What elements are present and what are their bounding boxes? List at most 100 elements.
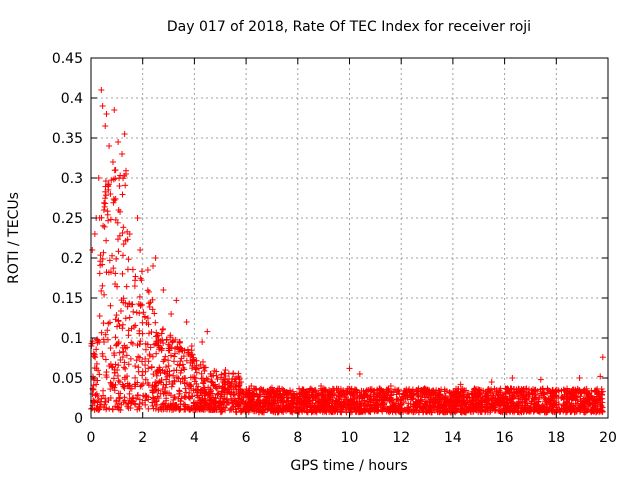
data-point (111, 107, 118, 113)
data-point (320, 392, 327, 399)
data-point (215, 383, 222, 390)
data-point (378, 407, 385, 414)
data-point (202, 390, 209, 397)
data-point (117, 172, 124, 179)
data-point (173, 297, 180, 304)
data-point (429, 387, 436, 394)
data-point (111, 387, 118, 394)
data-point (102, 200, 109, 207)
data-point (250, 386, 257, 393)
data-point (556, 406, 563, 413)
data-point (332, 403, 339, 410)
data-point (431, 398, 438, 405)
data-point (436, 398, 443, 405)
data-point (215, 390, 222, 397)
data-point (436, 391, 443, 398)
data-point (174, 344, 181, 351)
data-point (564, 388, 571, 395)
data-point (134, 379, 141, 386)
data-point (124, 266, 131, 273)
data-point (270, 401, 277, 408)
data-point (468, 408, 475, 415)
data-point (175, 348, 182, 355)
data-point (469, 394, 476, 401)
data-point (161, 369, 168, 376)
data-point (581, 386, 588, 393)
data-point (123, 352, 130, 359)
data-point (547, 390, 554, 397)
data-point (176, 338, 183, 345)
data-point (89, 390, 96, 397)
data-point (463, 387, 470, 394)
data-point (566, 396, 573, 403)
data-point (318, 383, 325, 389)
data-point (208, 387, 215, 394)
data-point (177, 358, 184, 365)
data-point (237, 379, 244, 385)
data-point (117, 208, 124, 215)
data-point (120, 295, 127, 302)
data-point (579, 404, 586, 411)
data-point (207, 370, 214, 377)
data-point (193, 389, 200, 396)
data-point (166, 368, 173, 375)
data-point (159, 401, 166, 408)
data-point (540, 391, 547, 398)
data-point (142, 340, 149, 347)
data-point (115, 248, 122, 255)
data-point (544, 385, 551, 392)
data-point (103, 406, 110, 413)
data-point (372, 393, 379, 400)
data-point (192, 375, 199, 382)
data-point (347, 391, 354, 398)
y-tick-labels: 0 0.05 0.1 0.15 0.2 0.25 0.3 0.35 0.4 0.45 (52, 51, 83, 427)
data-point (379, 393, 386, 400)
data-point (486, 387, 493, 394)
data-point (501, 405, 508, 412)
data-point (114, 372, 121, 379)
data-point (120, 364, 127, 371)
data-point (126, 231, 133, 237)
data-point (142, 393, 149, 400)
data-point (90, 350, 97, 357)
data-point (598, 403, 605, 410)
data-point (151, 310, 158, 317)
data-point (597, 373, 604, 380)
data-point (564, 404, 571, 411)
data-point (262, 399, 269, 406)
data-point (187, 359, 194, 366)
data-point (164, 404, 171, 411)
data-point (96, 401, 103, 408)
data-point (303, 408, 310, 415)
data-point (338, 388, 345, 395)
data-point (149, 402, 156, 409)
data-point (240, 394, 247, 401)
data-point (331, 392, 338, 399)
data-point (472, 386, 479, 393)
y-tick-label: 0.2 (61, 251, 83, 267)
data-point (558, 394, 565, 401)
data-point (195, 365, 202, 372)
data-point (124, 403, 131, 410)
data-point (139, 372, 146, 379)
data-point (183, 380, 190, 387)
data-point (350, 401, 357, 408)
data-point (222, 407, 229, 414)
data-point (227, 395, 234, 402)
data-point (590, 405, 597, 412)
data-point (163, 376, 170, 383)
y-tick-label: 0.4 (61, 91, 83, 107)
data-point (102, 178, 109, 185)
data-point (225, 385, 232, 392)
data-point (100, 222, 107, 229)
data-point (145, 405, 152, 412)
data-point (479, 406, 486, 413)
data-point (462, 408, 469, 415)
data-point (138, 268, 145, 275)
data-point (106, 143, 113, 149)
data-point (130, 394, 137, 401)
data-point (155, 387, 162, 394)
data-point (163, 336, 170, 343)
data-point (149, 399, 156, 406)
data-point (589, 404, 596, 411)
